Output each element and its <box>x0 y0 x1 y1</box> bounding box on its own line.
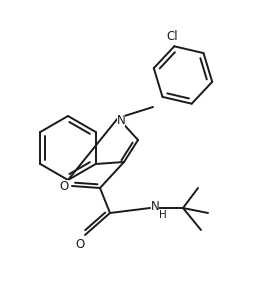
Text: Cl: Cl <box>166 30 178 43</box>
Text: O: O <box>75 239 85 251</box>
Text: N: N <box>117 114 125 126</box>
Text: H: H <box>159 210 167 220</box>
Text: N: N <box>151 200 159 212</box>
Text: O: O <box>59 180 69 192</box>
